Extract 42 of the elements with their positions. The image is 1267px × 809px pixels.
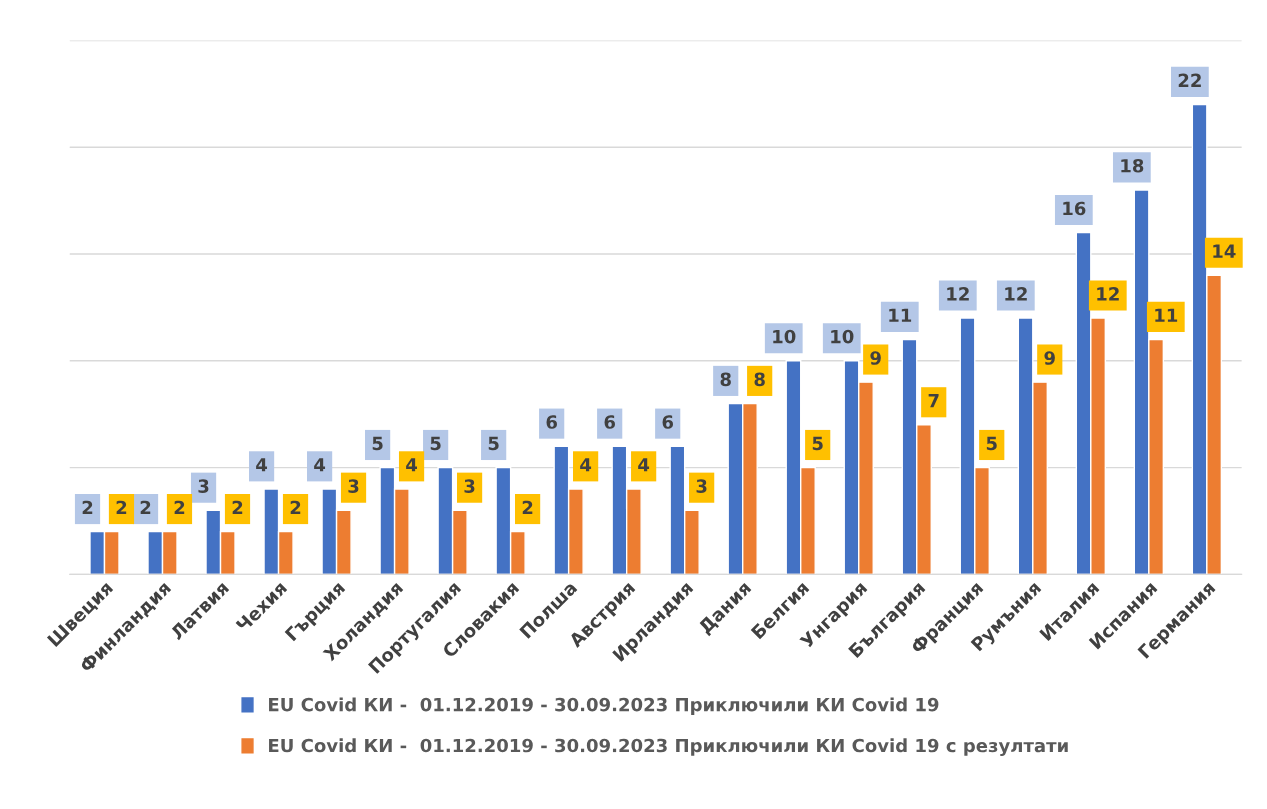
data-label: 4 (580, 458, 592, 472)
data-label: 12 (947, 287, 969, 301)
data-label: 4 (638, 458, 650, 472)
data-label: 2 (82, 500, 93, 515)
data-label: 3 (696, 479, 707, 493)
data-label: 2 (522, 500, 533, 515)
data-label: 18 (1121, 158, 1144, 173)
data-label: 6 (604, 415, 615, 429)
data-label: 4 (406, 458, 418, 472)
data-label: 2 (140, 500, 151, 515)
data-label: 3 (348, 479, 359, 493)
data-label: 2 (232, 500, 243, 515)
data-label: 5 (812, 436, 823, 451)
data-label: 2 (116, 500, 127, 515)
legend-label: EU Covid КИ - 01.12.2019 - 30.09.2023 Приключили КИ Covid 19 (269, 697, 939, 715)
data-label: 7 (928, 394, 939, 408)
data-label: 3 (198, 479, 209, 493)
data-label: 9 (870, 351, 881, 365)
data-label: 9 (1044, 351, 1055, 365)
data-label: 8 (754, 372, 765, 387)
data-label: 22 (1178, 73, 1201, 87)
data-label: 6 (662, 415, 674, 429)
legend-label: EU Covid КИ - 01.12.2019 - 30.09.2023 Приключили КИ Covid 19 с резултати (269, 738, 1068, 756)
data-label: 12 (1005, 287, 1027, 301)
data-label: 3 (464, 479, 475, 493)
data-label: 2 (290, 500, 301, 515)
data-label: 5 (430, 436, 441, 451)
data-label: 5 (488, 436, 499, 451)
data-label: 4 (314, 458, 326, 472)
data-label: 12 (1097, 287, 1119, 301)
data-label: 14 (1213, 244, 1236, 258)
data-label: 16 (1063, 201, 1086, 216)
data-label: 5 (986, 436, 997, 451)
data-label: 4 (256, 458, 268, 472)
data-label: 8 (720, 372, 731, 387)
data-label: 5 (372, 436, 383, 451)
data-label: 6 (546, 415, 557, 429)
data-label: 10 (773, 329, 796, 344)
data-label: 11 (1155, 308, 1178, 322)
data-label: 10 (831, 329, 854, 344)
data-label: 11 (889, 308, 912, 322)
data-label: 2 (174, 500, 185, 515)
